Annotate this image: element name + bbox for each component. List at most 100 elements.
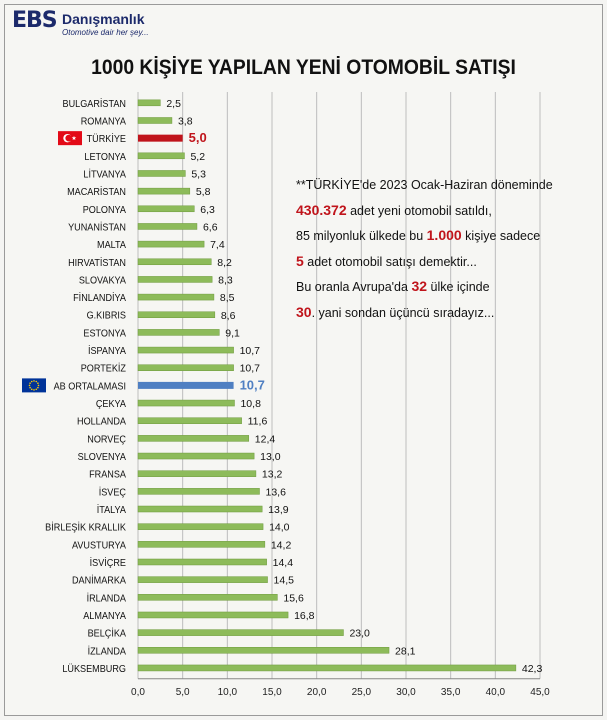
note-hl-sales: 430.372 <box>296 201 347 218</box>
category-label: BELÇİKA <box>88 628 127 640</box>
x-tick-label: 10,0 <box>218 687 238 698</box>
bar <box>137 594 278 601</box>
value-label: 42,3 <box>522 663 543 675</box>
category-label: ESTONYA <box>83 328 126 340</box>
eu-star-icon <box>28 384 31 387</box>
note-line-6: 30. yani sondan üçüncü sıradayız... <box>296 300 586 326</box>
bar <box>137 629 344 636</box>
eu-star-icon <box>37 386 39 389</box>
x-tick-label: 25,0 <box>352 687 372 698</box>
category-label: LİTVANYA <box>83 169 126 181</box>
category-label: MALTA <box>97 240 127 252</box>
chart-frame <box>4 4 603 716</box>
value-label: 6,3 <box>200 204 215 216</box>
category-label: HOLLANDA <box>77 416 127 428</box>
category-label: FİNLANDİYA <box>73 293 126 305</box>
bar <box>137 647 390 654</box>
value-label: 13,0 <box>260 451 281 463</box>
value-label: 5,0 <box>189 130 207 145</box>
bar <box>137 170 186 177</box>
bar <box>137 505 263 513</box>
category-label: NORVEÇ <box>87 434 126 446</box>
value-label: 6,6 <box>203 221 218 233</box>
category-label: TÜRKİYE <box>87 134 126 146</box>
value-label: 16,8 <box>294 610 315 622</box>
bar <box>137 541 266 548</box>
category-label: İRLANDA <box>87 593 127 605</box>
bar <box>137 452 255 460</box>
note-hl-32: 32 <box>411 278 428 294</box>
bar <box>137 240 205 248</box>
category-label: İTALYA <box>97 505 127 517</box>
value-label: 13,9 <box>268 504 289 516</box>
note-line-3: 85 milyonluk ülkede bu 1.000 kişiye sade… <box>296 223 586 249</box>
note-line-1: **TÜRKİYE'de 2023 Ocak-Haziran döneminde <box>296 178 553 192</box>
note-text-3a: 85 milyonluk ülkede bu <box>296 229 427 243</box>
category-label: POLONYA <box>83 204 127 216</box>
value-label: 5,3 <box>191 168 206 180</box>
value-label: 10,7 <box>240 345 261 357</box>
value-label: 15,6 <box>283 592 304 604</box>
info-note: **TÜRKİYE'de 2023 Ocak-Haziran döneminde… <box>296 173 586 325</box>
flag-crescent-inner <box>65 134 73 142</box>
category-label: ROMANYA <box>81 116 127 128</box>
value-label: 10,7 <box>240 377 265 392</box>
category-label: BULGARİSTAN <box>63 98 127 110</box>
note-line-5: Bu oranla Avrupa'da 32 ülke içinde <box>296 274 586 300</box>
note-line-4: 5 adet otomobil satışı demektir... <box>296 249 586 275</box>
category-label: ALMANYA <box>83 611 126 623</box>
category-label: DANİMARKA <box>72 575 127 587</box>
value-label: 3,8 <box>178 115 193 127</box>
value-label: 8,2 <box>217 257 232 269</box>
value-label: 9,1 <box>225 327 240 339</box>
category-label: YUNANİSTAN <box>68 222 126 234</box>
value-label: 8,3 <box>218 274 233 286</box>
value-label: 14,4 <box>273 557 294 569</box>
category-label: BİRLEŞİK KRALLIK <box>45 522 126 534</box>
category-label: HIRVATİSTAN <box>68 257 126 269</box>
note-text-6: . yani sondan üçüncü sıradayız... <box>311 305 495 320</box>
eu-star-icon <box>33 380 35 382</box>
bar <box>137 364 234 371</box>
value-label: 10,8 <box>240 398 261 410</box>
bar <box>137 223 198 230</box>
category-label: İSVİÇRE <box>90 558 126 570</box>
category-label: SLOVAKYA <box>79 275 127 287</box>
logo-name: Danışmanlık <box>62 11 145 27</box>
category-label: ÇEKYA <box>96 399 127 411</box>
value-label: 5,2 <box>190 151 205 163</box>
x-tick-label: 15,0 <box>262 687 282 698</box>
eu-star-icon <box>35 380 38 383</box>
value-label: 14,0 <box>269 522 290 534</box>
note-hl-30: 30 <box>296 303 312 320</box>
bar <box>137 558 267 566</box>
value-label: 13,2 <box>262 469 283 481</box>
x-tick-label: 0,0 <box>131 687 145 698</box>
note-text-3b: kişiye sadece <box>461 229 541 243</box>
bar <box>137 311 216 318</box>
eu-star-icon <box>30 388 33 391</box>
bar <box>137 276 213 283</box>
value-label: 7,4 <box>210 239 225 251</box>
eu-star-icon <box>29 386 31 389</box>
note-hl-five: 5 <box>296 252 304 269</box>
bar <box>137 523 264 530</box>
category-label: İZLANDA <box>88 646 127 658</box>
bar <box>137 152 185 160</box>
bar <box>137 611 289 619</box>
category-label: MACARİSTAN <box>67 187 126 199</box>
value-label: 12,4 <box>255 433 276 445</box>
note-text-5a: Bu oranla Avrupa'da <box>296 280 412 294</box>
value-label: 5,8 <box>196 186 211 198</box>
bar <box>137 664 517 672</box>
eu-star-icon <box>29 382 31 384</box>
x-tick-label: 35,0 <box>441 687 461 698</box>
x-tick-label: 40,0 <box>486 687 506 698</box>
eu-flag-icon <box>22 378 46 393</box>
bar <box>138 134 183 142</box>
bar <box>137 470 257 477</box>
x-tick-label: 45,0 <box>530 687 550 698</box>
value-label: 11,6 <box>248 416 268 428</box>
category-label: AB ORTALAMASI <box>54 381 126 393</box>
